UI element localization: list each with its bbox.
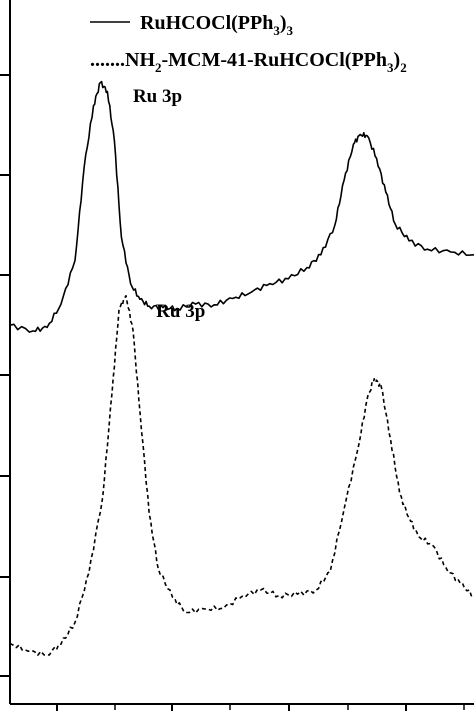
legend-label-series-2: .......NH2-MCM-41-RuHCOCl(PPh3)2	[90, 49, 407, 75]
legend: RuHCOCl(PPh3)3 .......NH2-MCM-41-RuHCOCl…	[90, 12, 407, 75]
annotations: Ru 3p Ru 3p	[133, 86, 205, 322]
series-line-nh2-mcm41-ruhcocl-pph3-2	[9, 294, 474, 656]
legend-label-series-1: RuHCOCl(PPh3)3	[140, 12, 294, 38]
peak-label-ru3p-dotted: Ru 3p	[156, 301, 205, 322]
axis-ticks	[0, 74, 465, 711]
peak-label-ru3p-solid: Ru 3p	[133, 86, 182, 107]
series-layer	[9, 80, 474, 656]
series-line-ruhcocl-pph3-3	[9, 80, 474, 333]
